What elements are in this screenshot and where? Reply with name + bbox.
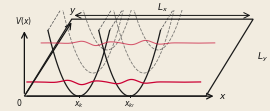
Text: $x_{k\prime}$: $x_{k\prime}$: [124, 99, 135, 110]
Text: $0$: $0$: [16, 97, 22, 108]
Text: $x_k$: $x_k$: [74, 99, 84, 110]
Text: $L_x$: $L_x$: [157, 1, 168, 14]
Text: $V(x)$: $V(x)$: [15, 15, 32, 27]
Text: $x$: $x$: [219, 92, 227, 101]
Text: $L_y$: $L_y$: [257, 51, 268, 64]
Text: $y$: $y$: [69, 6, 77, 17]
